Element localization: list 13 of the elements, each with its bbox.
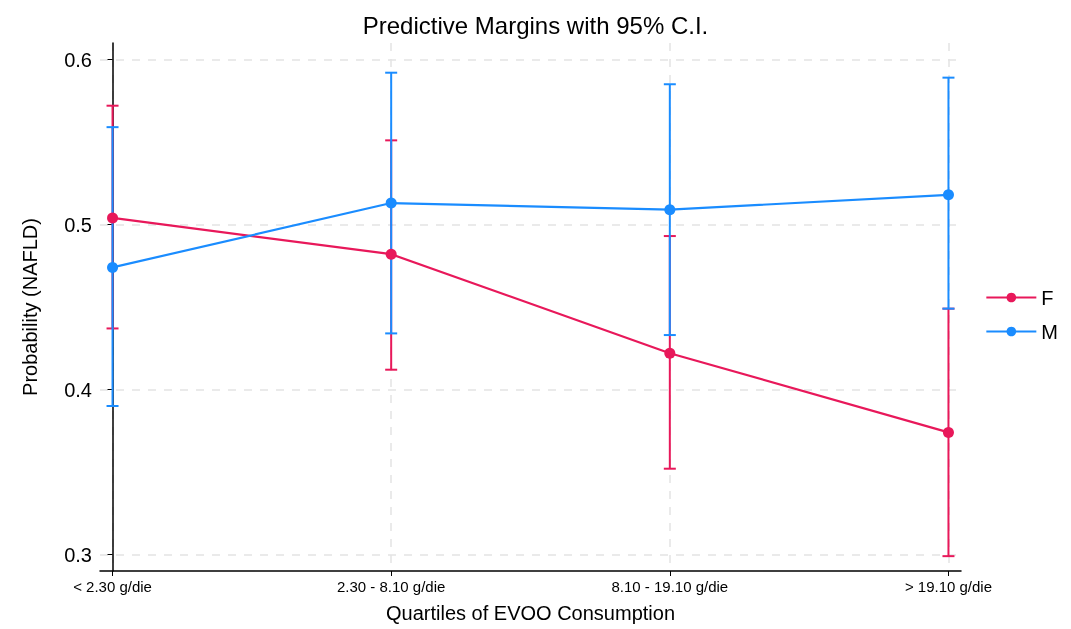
y-tick-label: 0.6 bbox=[64, 48, 92, 71]
x-tick-label: < 2.30 g/die bbox=[73, 578, 152, 595]
x-tick-label: 8.10 - 19.10 g/die bbox=[611, 578, 729, 595]
x-tick-label: 2.30 - 8.10 g/die bbox=[336, 578, 446, 595]
chart-title: Predictive Margins with 95% C.I. bbox=[362, 11, 709, 39]
y-tick-label: 0.3 bbox=[64, 543, 92, 566]
legend-label: M bbox=[1041, 320, 1059, 343]
x-tick-label: > 19.10 g/die bbox=[904, 578, 993, 595]
x-axis-title: Quartiles of EVOO Consumption bbox=[385, 602, 676, 624]
y-tick-label: 0.5 bbox=[64, 213, 92, 236]
y-tick-label: 0.4 bbox=[64, 378, 92, 401]
y-axis-title: Probability (NAFLD) bbox=[19, 218, 41, 396]
legend-label: F bbox=[1041, 286, 1054, 309]
